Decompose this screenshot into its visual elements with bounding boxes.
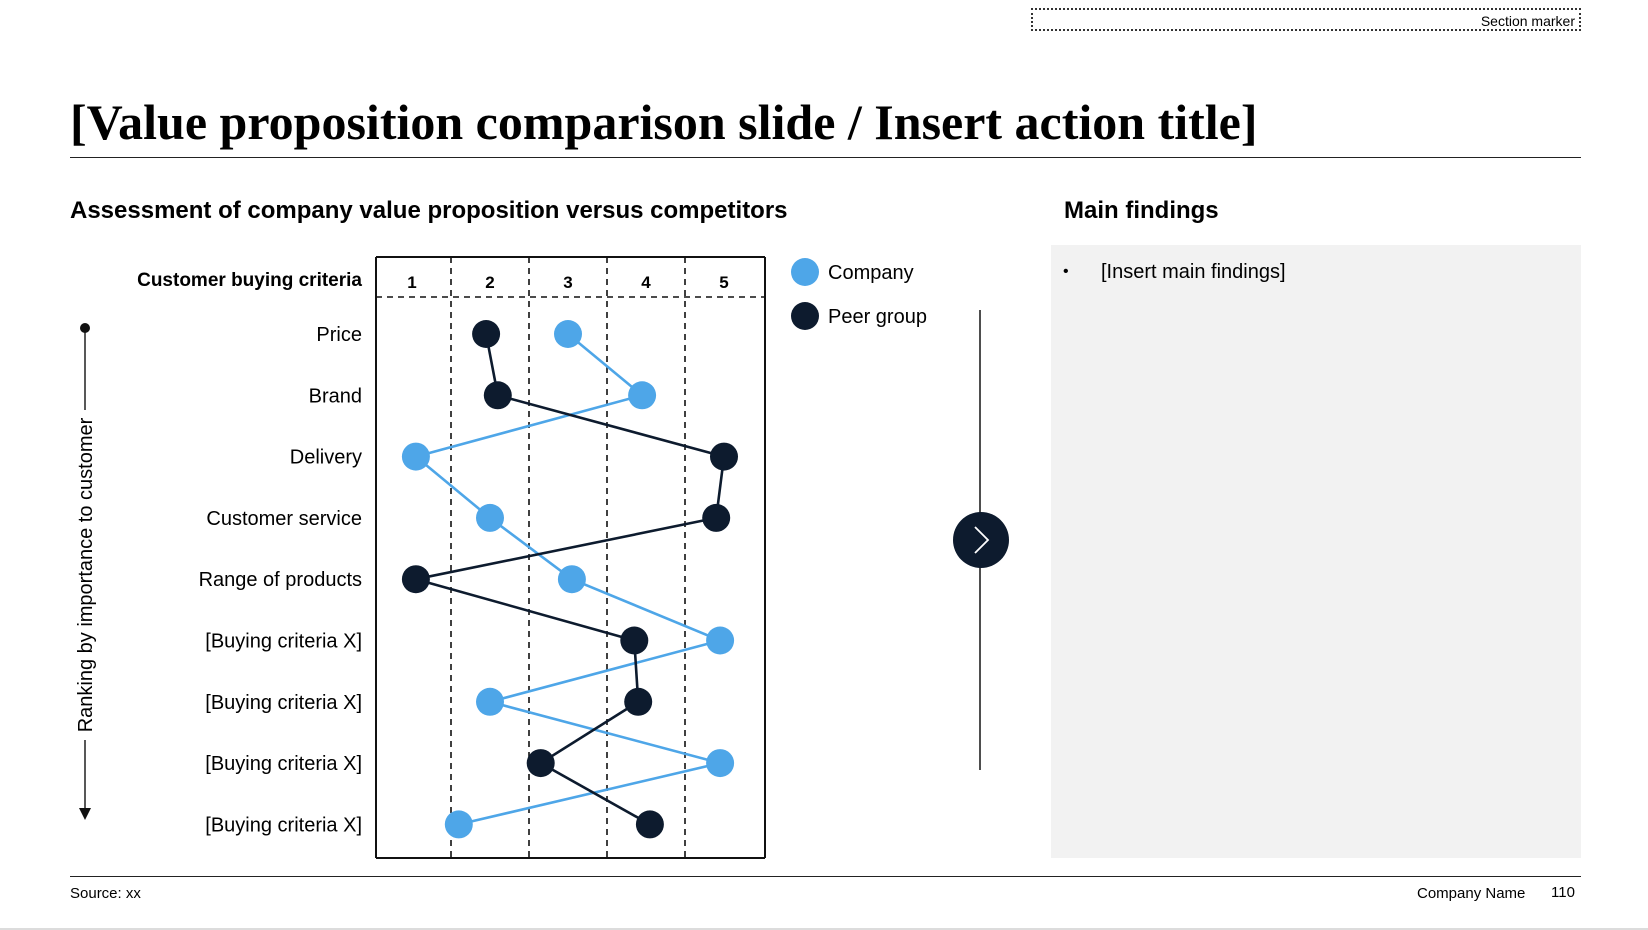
legend-label: Peer group: [828, 306, 927, 328]
chart-heading: Assessment of company value proposition …: [70, 197, 788, 224]
arrow-circle: [953, 512, 1009, 568]
category-label: [Buying criteria X]: [205, 631, 362, 653]
data-point-0: [476, 503, 504, 532]
data-point-0: [706, 749, 735, 778]
data-point-1: [472, 320, 501, 348]
data-point-0: [476, 687, 504, 716]
bottom-strip: [0, 928, 1648, 930]
x-tick-label: 3: [563, 273, 572, 292]
data-point-1: [702, 503, 731, 532]
data-point-0: [444, 810, 473, 839]
category-label: [Buying criteria X]: [205, 692, 362, 714]
findings-item: • [Insert main findings]: [1051, 259, 1581, 285]
page-number: 110: [1551, 884, 1575, 901]
chart-frame: [375, 256, 766, 859]
data-point-1: [620, 626, 649, 655]
ranking-axis: Ranking by importance to customer: [75, 323, 97, 820]
findings-heading: Main findings: [1064, 197, 1219, 224]
data-point-1: [624, 687, 653, 716]
data-point-1: [635, 810, 664, 839]
footer-divider: [70, 876, 1581, 877]
category-label: Brand: [309, 385, 362, 407]
x-tick-label: 5: [719, 273, 728, 292]
data-point-1: [483, 381, 512, 410]
category-label: Range of products: [199, 569, 362, 591]
findings-panel: • [Insert main findings]: [1051, 245, 1581, 858]
category-label: [Buying criteria X]: [205, 753, 362, 775]
source-note: Source: xx: [70, 885, 141, 902]
legend-label: Company: [828, 262, 914, 284]
category-label: Customer service: [206, 508, 362, 530]
findings-item-text: [Insert main findings]: [1101, 261, 1286, 283]
legend-swatch: [791, 302, 819, 330]
category-labels: Price Brand Delivery Customer service Range …: [199, 324, 362, 836]
category-label: Price: [316, 324, 362, 346]
data-point-0: [401, 442, 430, 471]
x-tick-labels: 1 2 3 4 5: [407, 273, 728, 292]
data-point-1: [526, 749, 555, 778]
category-label: Delivery: [290, 447, 362, 469]
x-tick-label: 1: [407, 273, 416, 292]
section-marker: Section marker: [1031, 8, 1581, 31]
findings-connector: [953, 310, 1009, 770]
arrow-down-icon: [79, 808, 91, 820]
legend-swatch: [791, 258, 819, 286]
series-points: [401, 320, 738, 839]
page-title: [Value proposition comparison slide / In…: [70, 94, 1258, 150]
findings-list: • [Insert main findings]: [1051, 259, 1581, 285]
data-point-0: [706, 626, 735, 655]
data-point-0: [557, 565, 586, 594]
ranking-axis-label: Ranking by importance to customer: [75, 417, 97, 732]
data-point-1: [401, 565, 430, 594]
x-tick-label: 4: [641, 273, 651, 292]
category-label: [Buying criteria X]: [205, 814, 362, 836]
x-tick-label: 2: [485, 273, 494, 292]
data-point-0: [554, 320, 582, 348]
company-name: Company Name: [1417, 885, 1526, 902]
bullet-icon: •: [1063, 263, 1069, 280]
data-point-1: [710, 442, 738, 471]
criteria-column-header: Customer buying criteria: [137, 270, 362, 291]
chevron-right-icon: [974, 526, 990, 554]
legend: Company Peer group: [791, 258, 927, 330]
title-divider: [70, 157, 1581, 158]
data-point-0: [628, 381, 657, 410]
